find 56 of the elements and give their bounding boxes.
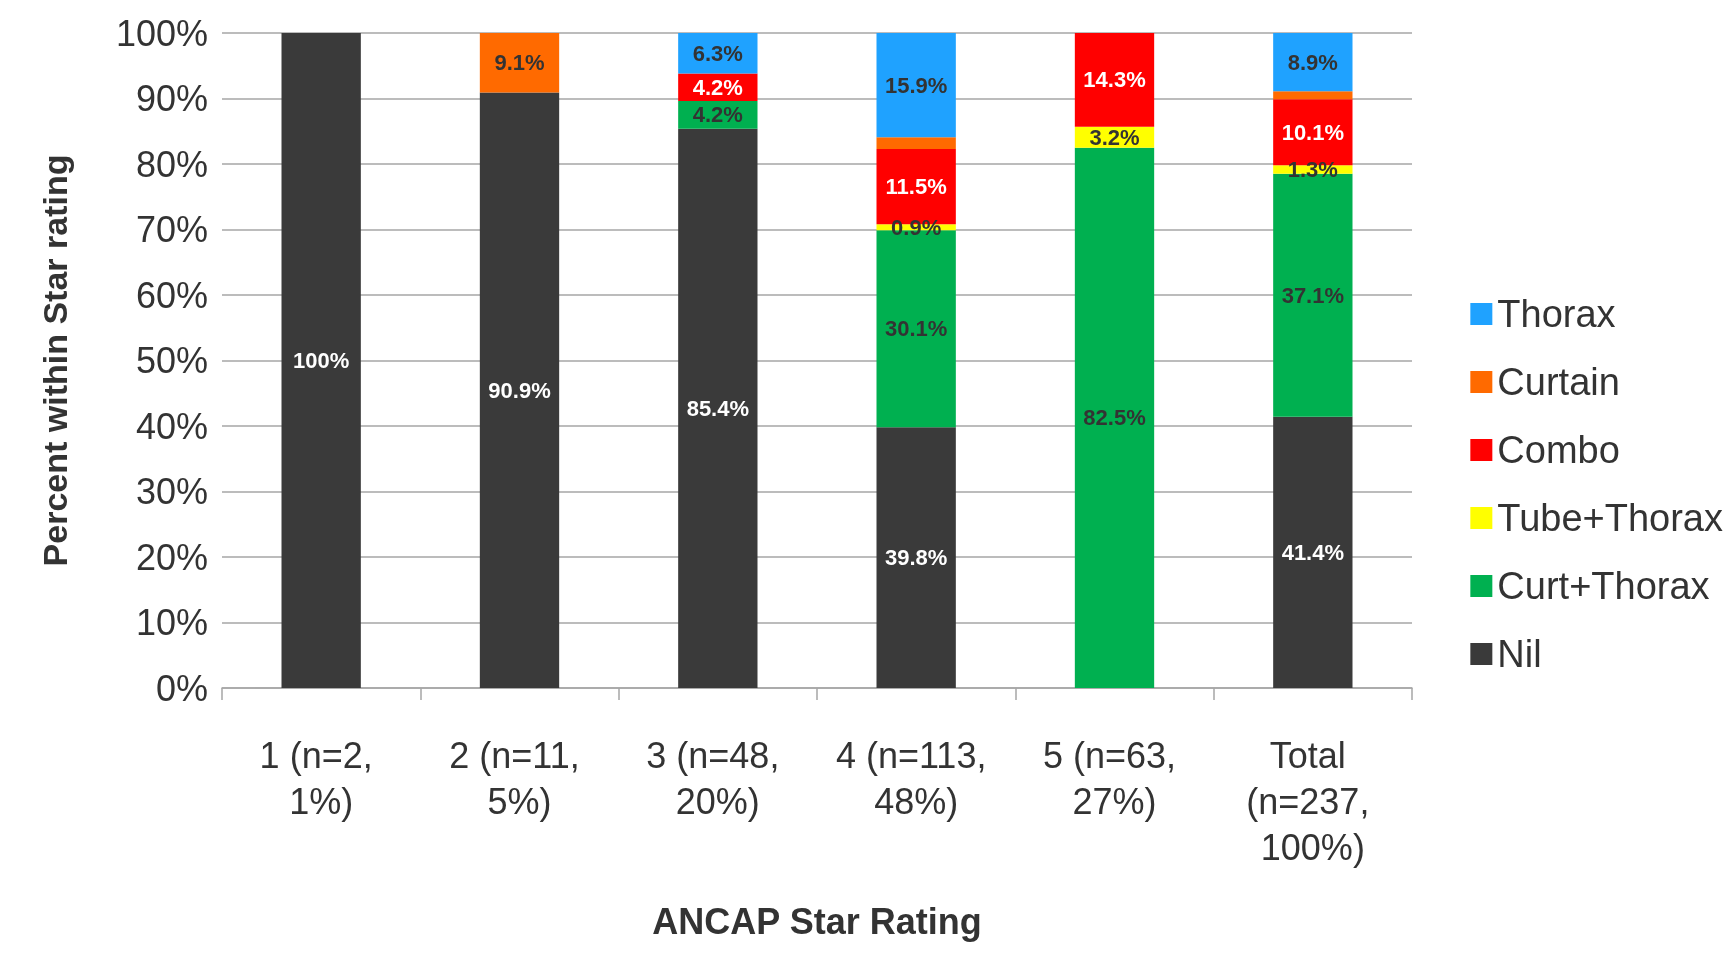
bar [678, 128, 758, 688]
legend-label: Curtain [1497, 361, 1620, 403]
bar [876, 33, 956, 138]
legend-label: Thorax [1497, 293, 1616, 335]
bar [281, 33, 361, 688]
x-tick-label: 4 (n=113, 48%) [835, 734, 997, 822]
y-tick-label: 10% [135, 602, 208, 643]
y-tick-label: 90% [135, 78, 208, 119]
y-tick-label: 80% [135, 143, 208, 185]
y-tick-label: 40% [135, 405, 208, 447]
legend-label: Tube+Thorax [1497, 497, 1724, 539]
data-label: 90.9% [488, 377, 551, 403]
bar [876, 427, 956, 688]
data-label: 15.9% [884, 72, 948, 98]
data-label: 85.4% [686, 395, 750, 421]
data-label: 11.5% [885, 174, 947, 200]
x-tick-label: 5 (n=63, 27%) [1042, 734, 1187, 822]
y-tick-label: 100% [115, 12, 208, 54]
data-label: 3.2% [1089, 124, 1140, 150]
bar [1273, 91, 1353, 100]
data-label: 39.8% [884, 545, 948, 571]
x-tick-label: 1 (n=2, 1%) [259, 734, 383, 822]
x-tick-label: 2 (n=11, 5%) [449, 734, 590, 822]
y-axis-title: Percent within Star rating [36, 154, 74, 567]
legend-label: Nil [1497, 633, 1542, 675]
y-tick-label: 70% [135, 209, 208, 250]
bar [876, 137, 956, 149]
data-label: 0.9% [891, 214, 942, 240]
y-tick-label: 30% [135, 471, 208, 512]
data-label: 10.1% [1281, 119, 1345, 145]
data-label: 8.9% [1287, 49, 1338, 75]
y-tick-label: 0% [155, 667, 208, 709]
bar [479, 33, 560, 93]
y-tick-label: 50% [135, 340, 208, 381]
data-label: 9.1% [494, 50, 545, 76]
legend-label: Curt+Thorax [1497, 565, 1710, 607]
x-axis-title: ANCAP Star Rating [652, 900, 982, 942]
x-tick-label: Total (n=237, 100%) [1246, 734, 1380, 868]
data-label: 4.2% [692, 74, 743, 100]
data-label: 82.5% [1083, 405, 1146, 431]
y-tick-label: 60% [135, 274, 208, 316]
y-tick-label: 20% [135, 536, 208, 578]
data-label: 30.1% [884, 316, 948, 342]
x-tick-label: 3 (n=48, 20%) [646, 734, 790, 822]
bar [1074, 147, 1155, 688]
bar [479, 92, 560, 688]
data-label: 37.1% [1281, 282, 1345, 308]
bar [1273, 33, 1353, 92]
data-label: 41.4% [1281, 539, 1345, 565]
data-label: 100% [293, 348, 350, 373]
data-label: 4.2% [692, 102, 743, 128]
legend-label: Combo [1497, 429, 1620, 471]
bar [1074, 33, 1155, 127]
data-label: 14.3% [1083, 67, 1146, 93]
bar [1273, 416, 1353, 688]
data-label: 6.3% [692, 40, 743, 66]
